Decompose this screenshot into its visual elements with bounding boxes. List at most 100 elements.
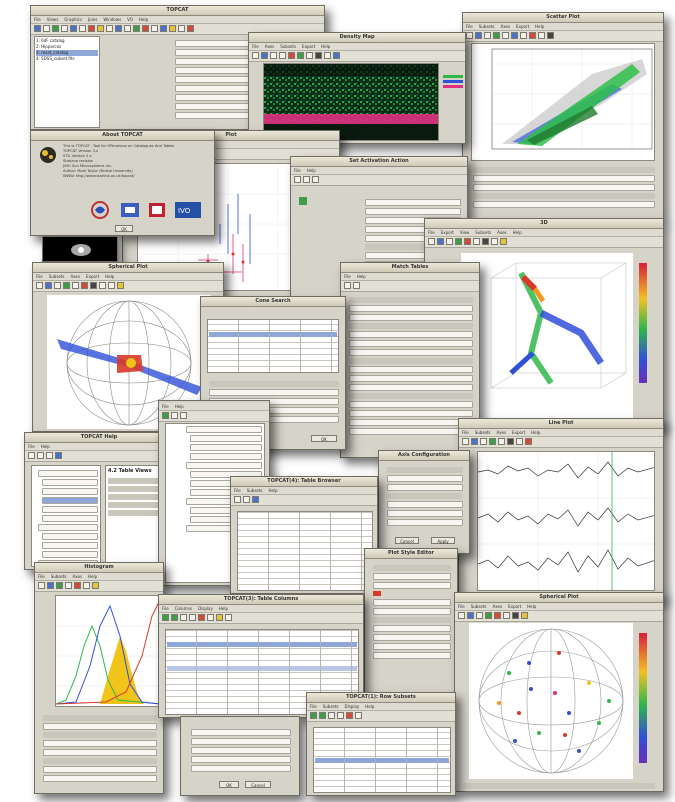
plot-style-window: Plot Style Editor bbox=[364, 548, 458, 700]
about-ok-button[interactable]: OK bbox=[115, 225, 133, 232]
toolbar bbox=[159, 411, 269, 422]
status-bar bbox=[459, 783, 659, 789]
menu-bar: File Subsets Axes Help bbox=[35, 573, 163, 581]
scatter-plot-area[interactable] bbox=[471, 43, 655, 161]
params-ok-button[interactable]: OK bbox=[219, 781, 239, 788]
about-window: About TOPCAT This is TOPCAT - Tool for O… bbox=[30, 130, 215, 236]
menu-bar: File Subsets Axes Export Help bbox=[455, 603, 663, 611]
menu-bar: File Subsets Help bbox=[231, 487, 377, 495]
window-title: TOPCAT(1): Row Subsets bbox=[307, 693, 455, 703]
plot3d-graphic bbox=[490, 262, 627, 389]
subsets-table[interactable] bbox=[313, 727, 451, 793]
toolbar bbox=[159, 613, 363, 624]
cone-form bbox=[205, 379, 343, 425]
toolbar bbox=[33, 281, 223, 292]
window-title: 3D bbox=[425, 219, 663, 229]
window-title: Set Activation Action bbox=[291, 157, 467, 167]
selected-row bbox=[209, 332, 337, 337]
window-title: TOPCAT Help bbox=[25, 433, 173, 443]
selected-row bbox=[315, 758, 449, 763]
cone-results-table[interactable] bbox=[207, 319, 339, 373]
table-list-item[interactable]: 2: Hipparcos bbox=[36, 44, 62, 49]
density-map-window: Density Map File Axes Subsets Export Help bbox=[248, 32, 466, 144]
toolbar bbox=[25, 451, 173, 462]
parameters-form bbox=[187, 727, 295, 774]
menu-bar: File Subsets Axes Export Help bbox=[463, 23, 663, 31]
menu-bar: File Help bbox=[341, 273, 479, 281]
match-parameters-window: OK Cancel bbox=[180, 716, 300, 796]
menu-bar: File Help bbox=[159, 403, 269, 411]
window-title: Plot Style Editor bbox=[365, 549, 457, 559]
menu-bar: File Axes Subsets Export Help bbox=[249, 43, 465, 51]
spherical-plot-2-window: Spherical Plot File Subsets Axes Export Help bbox=[454, 592, 664, 792]
histogram-area[interactable] bbox=[55, 595, 159, 707]
menu-bar: File Help bbox=[25, 443, 173, 451]
toolbar bbox=[459, 437, 663, 448]
line-plot-graphic bbox=[478, 452, 654, 590]
svg-text:IVO: IVO bbox=[178, 207, 191, 215]
style-form bbox=[369, 563, 455, 661]
window-title: TOPCAT bbox=[31, 6, 324, 16]
menu-bar: File Export View Subsets Axes Help bbox=[425, 229, 663, 237]
window-title: Spherical Plot bbox=[455, 593, 663, 603]
window-title: Spherical Plot bbox=[33, 263, 223, 273]
galaxy-image-icon bbox=[71, 244, 91, 256]
table-browser-window: TOPCAT(4): Table Browser File Subsets Help bbox=[230, 476, 378, 594]
match-form bbox=[345, 295, 477, 437]
params-cancel-button[interactable]: Cancel bbox=[245, 781, 271, 788]
toolbar bbox=[341, 281, 479, 292]
toolbar bbox=[307, 711, 455, 722]
about-text: This is TOPCAT - Tool for OPerations on … bbox=[63, 144, 175, 178]
help-contents-tree[interactable] bbox=[31, 465, 101, 567]
current-table-properties bbox=[105, 38, 320, 121]
toolbar bbox=[425, 237, 663, 248]
density-map-area[interactable] bbox=[263, 63, 439, 141]
cone-ok-button[interactable]: OK bbox=[311, 435, 337, 442]
histogram-controls bbox=[39, 713, 161, 784]
window-title: Line Plot bbox=[459, 419, 663, 429]
table-columns-window: TOPCAT(3): Table Columns File Columns Disp… bbox=[158, 594, 364, 718]
menu-bar: File Subsets Axes Export Help bbox=[33, 273, 223, 281]
scatter-plot-graphic bbox=[491, 48, 653, 150]
table-list[interactable]: 1: 6dF catalog 2: Hipparcos 3: rosat_cat… bbox=[34, 36, 100, 128]
galaxy-image-window bbox=[42, 236, 118, 262]
menu-bar: File Views Graphics Joins Windows VO Help bbox=[31, 16, 324, 24]
table-data-grid[interactable] bbox=[237, 511, 373, 591]
line-plot-window: Line Plot File Subsets Axes Export Help bbox=[458, 418, 664, 600]
axis-cancel-button[interactable]: Cancel bbox=[395, 537, 419, 544]
about-logos: IVO bbox=[89, 199, 209, 221]
activation-icon bbox=[299, 197, 307, 205]
selected-row bbox=[167, 666, 357, 671]
column-metadata-table[interactable] bbox=[165, 629, 359, 715]
window-title: Axis Configuration bbox=[379, 451, 469, 461]
window-title: TOPCAT(3): Table Columns bbox=[159, 595, 363, 605]
axis-config-window: Axis Configuration Cancel Apply bbox=[378, 450, 470, 554]
scatter-controls bbox=[469, 165, 659, 217]
axis-form bbox=[383, 465, 467, 528]
table-list-item[interactable]: 4: SDSS_subset.fits bbox=[36, 56, 75, 61]
row-subsets-window: TOPCAT(1): Row Subsets File Subsets Displa… bbox=[306, 692, 456, 796]
line-plot-area[interactable] bbox=[477, 451, 655, 591]
window-title: TOPCAT(4): Table Browser bbox=[231, 477, 377, 487]
menu-bar: File Subsets Axes Export Help bbox=[459, 429, 663, 437]
axis-apply-button[interactable]: Apply bbox=[431, 537, 455, 544]
sphere2-plot-area[interactable] bbox=[469, 623, 633, 779]
window-title: About TOPCAT bbox=[31, 131, 214, 141]
window-title: Match Tables bbox=[341, 263, 479, 273]
window-title: Histogram bbox=[35, 563, 163, 573]
density-map-graphic bbox=[264, 64, 438, 140]
menu-bar: File Help bbox=[291, 167, 467, 175]
help-window: TOPCAT Help File Help 4.2 Table Views bbox=[24, 432, 174, 570]
toolbar bbox=[291, 175, 467, 186]
toolbar bbox=[463, 31, 663, 42]
plot3d-area[interactable] bbox=[461, 253, 633, 423]
table-list-item[interactable]: 1: 6dF catalog bbox=[36, 38, 65, 43]
table-list-item[interactable]: 3: rosat_catalog bbox=[36, 50, 98, 56]
window-title: Density Map bbox=[249, 33, 465, 43]
toolbar bbox=[35, 581, 163, 592]
globe-icon bbox=[57, 300, 202, 426]
menu-bar: File Columns Display Help bbox=[159, 605, 363, 613]
topcat-logo-icon bbox=[40, 147, 56, 163]
help-tree-items bbox=[32, 466, 100, 566]
